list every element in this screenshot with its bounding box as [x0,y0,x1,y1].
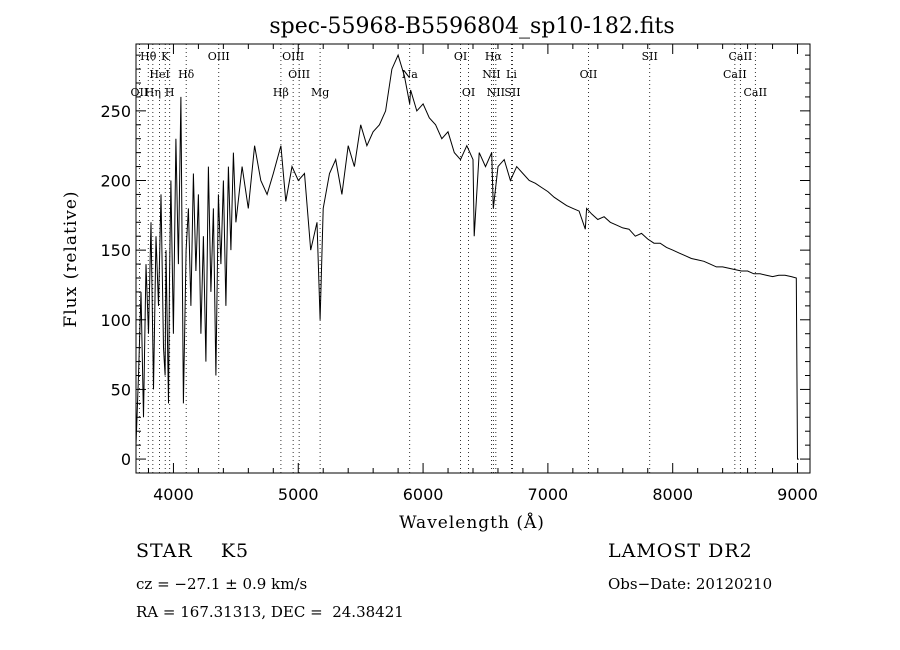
y-tick-label-150: 150 [100,241,131,260]
x-tick-label-8000: 8000 [652,485,693,504]
x-tick-label-7000: 7000 [528,485,569,504]
x-tick-label-5000: 5000 [278,485,319,504]
line-marker-label-22: NII [487,86,505,99]
object-class-label: STAR K5 [136,540,250,562]
line-marker-label-6: SII [642,50,658,63]
redshift-label: cz = −27.1 ± 0.9 km/s [136,575,308,593]
y-tick-label-200: 200 [100,172,131,191]
plot-border [135,43,811,474]
line-marker-label-5: Hα [485,50,503,63]
line-marker-label-14: OII [580,68,598,81]
line-marker-label-24: CaII [743,86,767,99]
x-tick-label-4000: 4000 [153,485,194,504]
y-tick-label-100: 100 [100,311,131,330]
x-axis-label: Wavelength (Å) [399,512,545,533]
survey-label: LAMOST DR2 [608,540,753,562]
line-marker-label-18: H [165,86,175,99]
y-tick-label-50: 50 [111,380,131,399]
line-marker-label-17: Hη [145,86,161,99]
line-marker-label-23: SII [504,86,520,99]
line-marker-label-3: OIII [282,50,304,63]
line-marker-label-8: HeI [149,68,169,81]
y-axis-ticks: 0 50 100 150 200 250 [100,54,810,469]
x-tick-label-9000: 9000 [777,485,818,504]
line-marker-label-21: OI [462,86,475,99]
line-marker-label-12: NII [482,68,500,81]
line-marker-label-10: OIII [288,68,310,81]
y-axis-label: Flux (relative) [61,190,81,327]
line-marker-label-11: Na [402,68,419,81]
line-marker-label-7: CaII [729,50,753,63]
x-axis-ticks: 4000 5000 6000 7000 8000 9000 [147,44,818,504]
line-marker-label-2: OIII [208,50,230,63]
y-tick-label-250: 250 [100,102,131,121]
line-marker-label-1: K [161,50,170,63]
line-marker-label-9: Hδ [178,68,195,81]
x-tick-label-6000: 6000 [403,485,444,504]
line-marker-label-19: Hβ [273,86,289,99]
observation-date-label: Obs−Date: 20120210 [608,575,773,593]
chart-title: spec-55968-B5596804_sp10-182.fits [269,14,674,39]
spectrum-series-line [135,53,799,460]
line-marker-label-15: CaII [723,68,747,81]
coordinates-label: RA = 167.31313, DEC = 24.38421 [136,603,404,621]
line-marker-label-16: OII [131,86,149,99]
y-tick-label-0: 0 [121,450,131,469]
line-marker-label-0: Hθ [140,50,157,63]
plot-frame [135,43,811,474]
line-marker-label-13: Li [506,68,517,81]
line-marker-label-20: Mg [311,86,329,99]
line-marker-label-4: OI [454,50,467,63]
